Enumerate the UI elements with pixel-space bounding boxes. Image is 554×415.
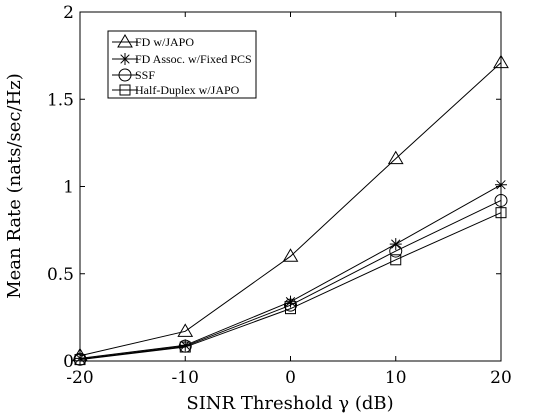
legend-label: Half-Duplex w/JAPO [135,83,240,97]
x-tick-label: 10 [385,368,407,388]
legend-marker-asterisk [119,53,131,65]
legend-marker-triangle [117,34,133,48]
legend-marker-circle [118,68,132,82]
x-tick-label: 0 [285,368,296,388]
legend-label: FD w/JAPO [135,35,194,49]
x-tick-label: -10 [172,368,199,388]
data-point-triangle [387,150,404,165]
y-tick-label: 2 [63,3,74,23]
data-point-square [390,254,402,266]
x-tick-label: -20 [66,368,93,388]
data-point-square [285,303,296,315]
series-line-asterisk [79,184,502,359]
legend-label: FD Assoc. w/Fixed PCS [135,52,252,66]
x-axis-title: SINR Threshold γ (dB) [186,393,393,414]
data-point-triangle [282,248,299,262]
series-line-circle [79,200,502,360]
legend-item: FD Assoc. w/Fixed PCS [112,52,252,66]
legend-label: SSF [135,68,155,82]
series-line-triangle [79,62,502,357]
legend-item: Half-Duplex w/JAPO [112,83,240,97]
data-point-circle [389,244,403,258]
y-tick-label: 1 [63,178,74,198]
data-point-circle [284,298,297,312]
legend-marker-square [119,84,131,96]
y-tick-label: 0 [63,352,74,372]
data-point-triangle [177,323,194,337]
y-tick-label: 1.5 [47,90,74,110]
ticks-layer: -20 -10 0 10 20 0 0.5 1 1.5 2 [47,3,512,388]
series-line-square [79,212,502,361]
legend: FD w/JAPO FD Assoc. w/Fixed PCS SSFHalf-Du… [107,30,257,99]
y-axis-title: Mean Rate (nats/sec/Hz) [4,73,25,299]
legend-item: FD w/JAPO [112,34,194,49]
x-tick-label: 20 [490,368,512,388]
data-point-square [179,341,191,353]
y-tick-label: 0.5 [47,265,74,285]
data-point-asterisk [284,295,297,308]
legend-item: SSF [112,68,155,82]
data-point-asterisk [389,238,402,251]
series-layer [72,54,509,366]
